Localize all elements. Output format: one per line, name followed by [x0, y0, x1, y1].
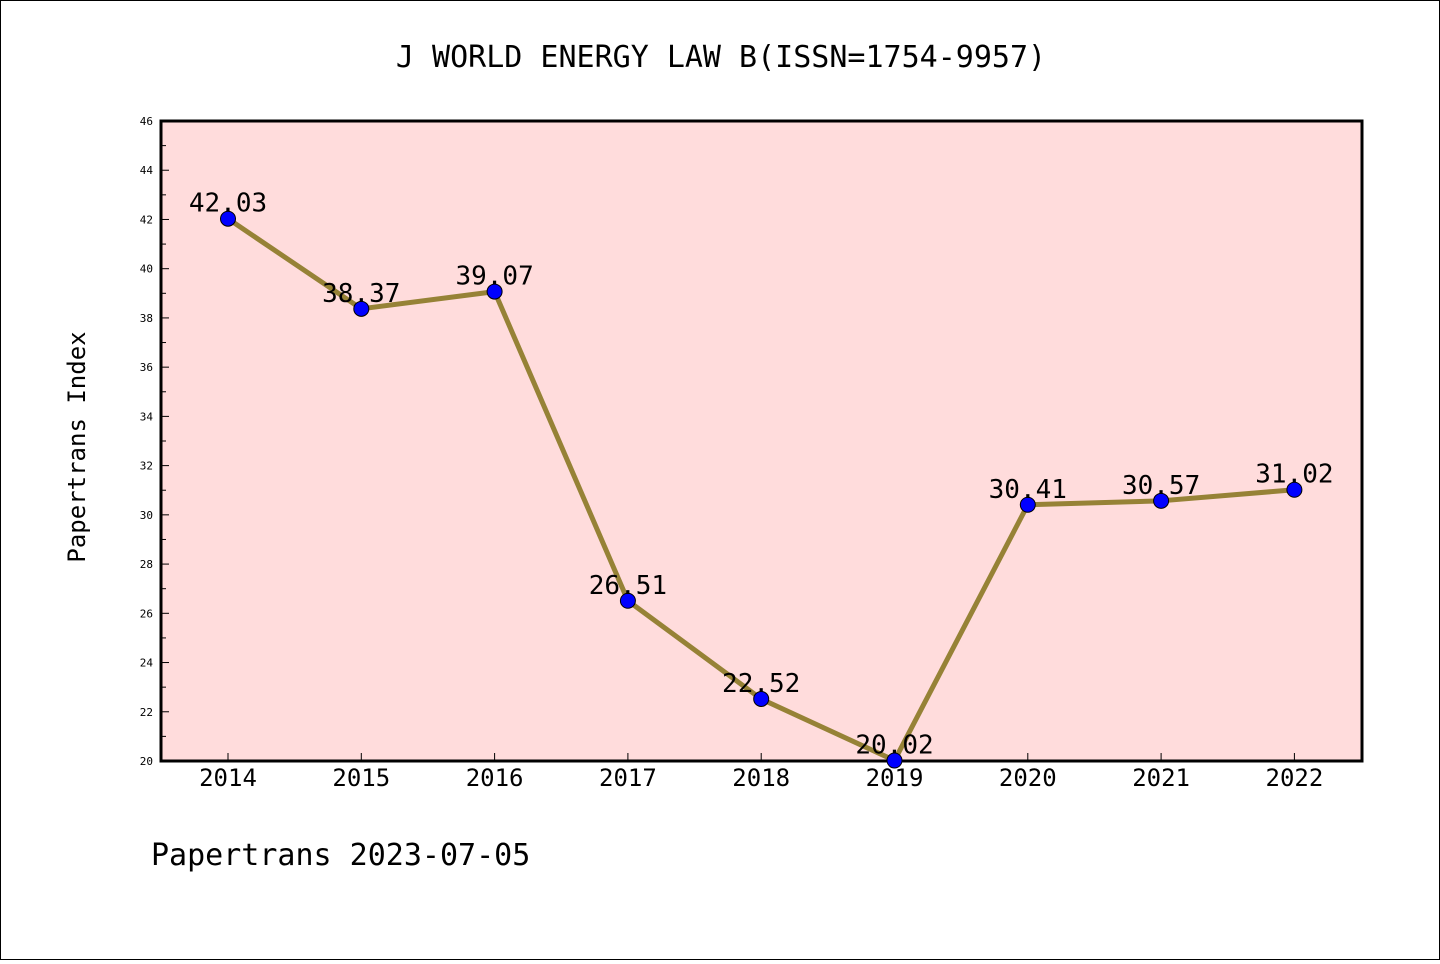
y-tick-label: 30	[140, 509, 153, 522]
data-point	[753, 690, 770, 707]
data-point	[220, 210, 236, 227]
data-point	[1019, 496, 1036, 513]
data-label: 42.03	[189, 189, 267, 219]
x-tick-label: 2020	[999, 764, 1057, 792]
data-point	[886, 752, 903, 769]
y-tick-label: 26	[140, 607, 153, 620]
y-tick-label: 40	[140, 263, 153, 276]
y-tick-label: 46	[140, 115, 153, 128]
footer-credit: Papertrans 2023-07-05	[151, 838, 530, 873]
data-label: 30.41	[989, 475, 1067, 505]
x-tick-label: 2014	[199, 764, 257, 792]
y-tick-label: 42	[140, 213, 153, 226]
data-label: 20.02	[855, 731, 933, 761]
x-tick-label: 2015	[332, 764, 390, 792]
chart-title: J WORLD ENERGY LAW B(ISSN=1754-9957)	[396, 40, 1046, 75]
y-tick-label: 36	[140, 361, 153, 374]
x-tick-label: 2022	[1266, 764, 1324, 792]
y-axis: 20 22 24 26 28 30 32 34 36 38 40 42 44 46	[140, 115, 169, 768]
y-tick-label: 34	[140, 410, 154, 423]
x-tick-label: 2016	[466, 764, 524, 792]
x-tick-label: 2021	[1132, 764, 1190, 792]
y-tick-label: 22	[140, 706, 153, 719]
data-label: 26.51	[589, 571, 667, 601]
data-point	[1153, 492, 1170, 509]
data-label: 30.57	[1122, 471, 1200, 501]
x-tick-label: 2017	[599, 764, 657, 792]
x-tick-label: 2019	[866, 764, 924, 792]
y-tick-label: 28	[140, 558, 153, 571]
y-tick-label: 24	[140, 657, 154, 670]
data-point	[486, 283, 503, 300]
data-point	[353, 300, 370, 317]
y-tick-label: 32	[140, 460, 153, 473]
y-tick-label: 20	[140, 755, 153, 768]
data-label: 31.02	[1255, 460, 1333, 490]
plot-area	[159, 119, 1364, 763]
series-line: 42.03 38.37 39.07 26.51 22.52 20.02 30.41 30.57…	[189, 189, 1334, 769]
data-label: 39.07	[455, 262, 533, 292]
x-tick-label: 2018	[732, 764, 790, 792]
data-point	[619, 592, 636, 609]
y-tick-label: 38	[140, 312, 153, 325]
y-tick-label: 44	[140, 164, 154, 177]
y-axis-label: Papertrans Index	[63, 331, 91, 562]
data-point	[1286, 481, 1303, 498]
x-axis: 2014 2015 2016 2017 2018 2019 2020 2021 2022	[199, 753, 1323, 792]
data-label: 22.52	[722, 669, 800, 699]
data-label: 38.37	[322, 279, 400, 309]
